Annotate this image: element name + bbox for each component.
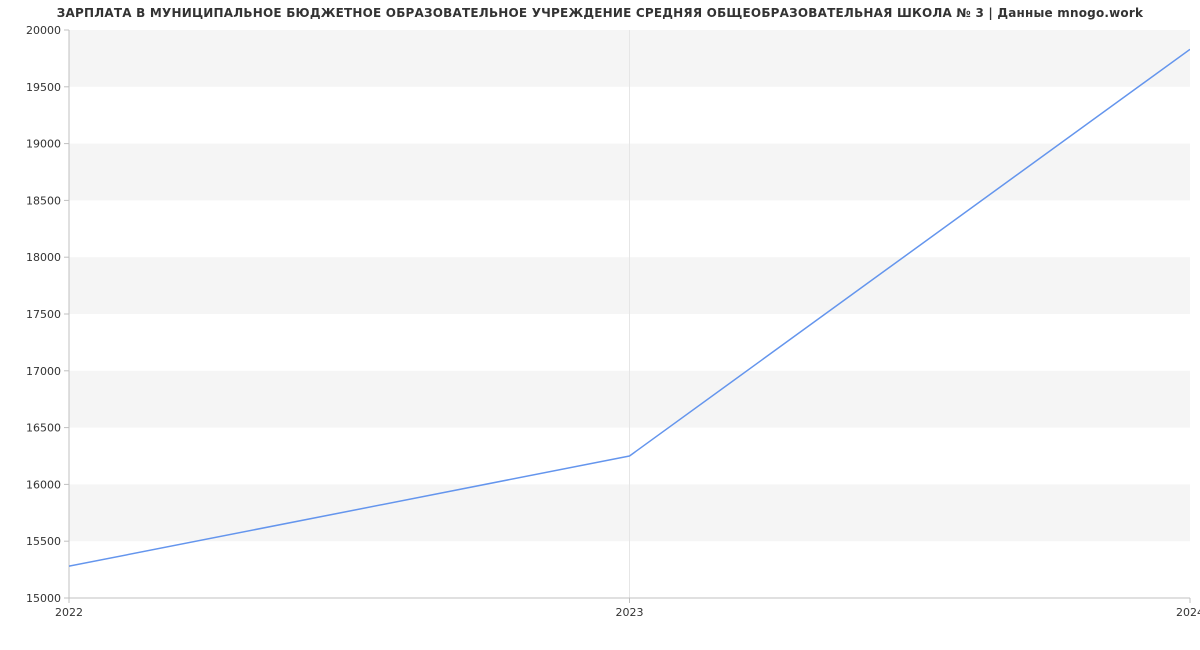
y-tick-label: 16500	[26, 422, 61, 435]
y-tick-label: 18500	[26, 194, 61, 207]
y-tick-label: 17500	[26, 308, 61, 321]
y-tick-label: 15000	[26, 592, 61, 605]
chart-svg: 15000 15500 16000 16500 17000 17500 18000 18500…	[0, 0, 1200, 650]
y-tick-label: 17000	[26, 365, 61, 378]
y-tick-label: 20000	[26, 24, 61, 37]
y-tick-label: 15500	[26, 535, 61, 548]
y-tick-label: 19000	[26, 138, 61, 151]
y-tick-label: 18000	[26, 251, 61, 264]
x-tick-label: 2024	[1176, 606, 1200, 619]
x-tick-label: 2022	[55, 606, 83, 619]
x-tick-label: 2023	[616, 606, 644, 619]
y-tick-label: 19500	[26, 81, 61, 94]
salary-line-chart: ЗАРПЛАТА В МУНИЦИПАЛЬНОЕ БЮДЖЕТНОЕ ОБРАЗ…	[0, 0, 1200, 650]
chart-title: ЗАРПЛАТА В МУНИЦИПАЛЬНОЕ БЮДЖЕТНОЕ ОБРАЗ…	[0, 6, 1200, 20]
y-tick-label: 16000	[26, 478, 61, 491]
